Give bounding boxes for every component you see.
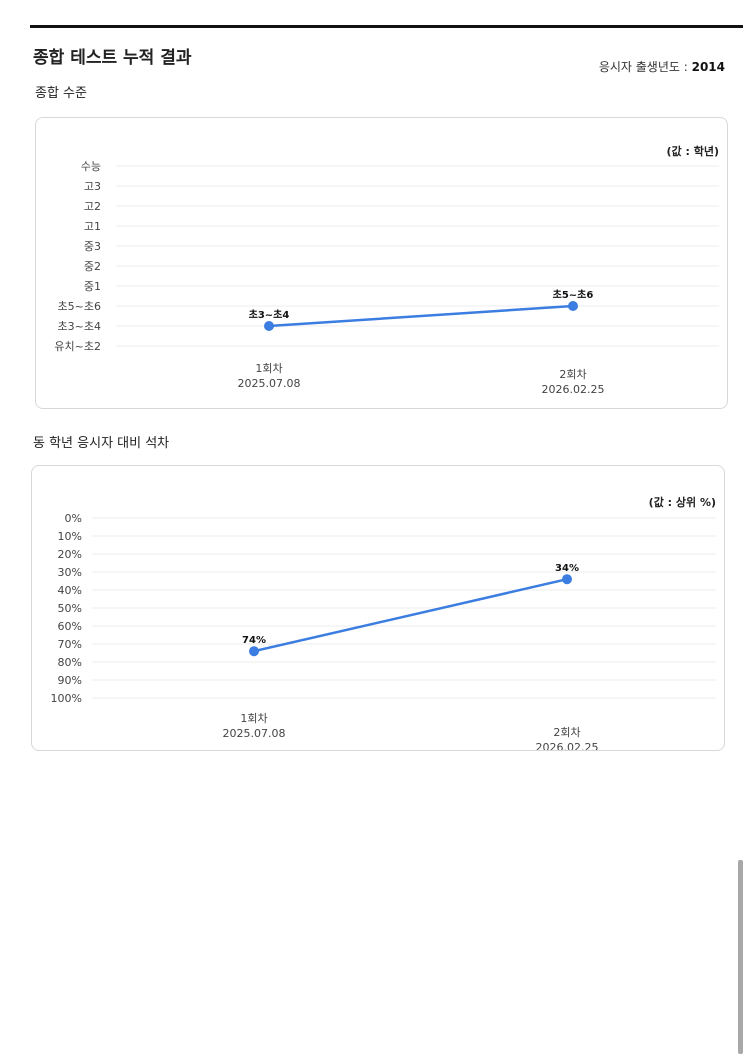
y-tick-label: 초5~초6 (58, 300, 101, 313)
chart2-svg: (값 : 상위 %) 0% 10% 20% 30% 40% 50% 60% 70% 80% 90% 1… (51, 495, 716, 750)
y-tick-label: 70% (58, 638, 82, 651)
y-tick-label: 40% (58, 584, 82, 597)
x-tick-date: 2025.07.08 (238, 377, 301, 390)
data-label: 34% (555, 563, 579, 574)
unit-note: (값 : 상위 %) (649, 495, 716, 509)
y-tick-label: 중2 (84, 260, 101, 273)
top-divider (30, 25, 743, 28)
y-tick-label: 초3~초4 (58, 320, 101, 333)
x-tick-label: 1회차 (255, 362, 282, 375)
y-tick-label: 50% (58, 602, 82, 615)
birth-year: 응시자 출생년도 : 2014 (599, 58, 725, 75)
page-title: 종합 테스트 누적 결과 (33, 48, 192, 68)
chart2-title: 동 학년 응시자 대비 석차 (33, 436, 170, 451)
x-tick-label: 2회차 (559, 368, 586, 381)
chart1-svg: (값 : 학년) 유치~초2 초3~초4 초5~초6 중1 중2 중3 고1 고2 고3 수능초3~… (54, 144, 719, 396)
data-label: 초5~초6 (553, 288, 594, 301)
y-tick-label: 고2 (84, 200, 101, 213)
y-tick-label: 100% (51, 692, 82, 705)
y-tick-label: 중3 (84, 240, 101, 253)
y-tick-label: 20% (58, 548, 82, 561)
data-label: 초3~초4 (249, 308, 290, 321)
birth-year-value: 2014 (691, 60, 725, 74)
x-tick-date: 2026.02.25 (536, 741, 599, 750)
x-tick-label: 2회차 (553, 726, 580, 739)
x-tick-date: 2026.02.25 (542, 383, 605, 396)
scrollbar[interactable] (738, 860, 743, 1054)
data-point (562, 574, 572, 585)
data-point (568, 301, 578, 311)
y-tick-label: 90% (58, 674, 82, 687)
y-tick-label: 80% (58, 656, 82, 669)
y-tick-label: 0% (65, 512, 82, 525)
data-label: 74% (242, 635, 266, 646)
y-tick-label: 수능 (81, 160, 101, 173)
y-tick-label: 고1 (84, 220, 101, 233)
series-line (268, 304, 574, 328)
series-line (253, 577, 568, 653)
y-tick-label: 중1 (84, 280, 101, 293)
x-tick-date: 2025.07.08 (223, 727, 286, 740)
unit-note: (값 : 학년) (667, 144, 719, 158)
birth-year-label: 응시자 출생년도 : (598, 60, 692, 74)
y-tick-label: 10% (58, 530, 82, 543)
y-tick-label: 60% (58, 620, 82, 633)
y-tick-label: 고3 (84, 180, 101, 193)
data-point (264, 321, 274, 331)
y-tick-label: 유치~초2 (54, 340, 101, 353)
data-point (249, 646, 259, 657)
chart1-title: 종합 수준 (35, 86, 87, 101)
y-tick-label: 30% (58, 566, 82, 579)
x-tick-label: 1회차 (240, 712, 267, 725)
chart2-card: (값 : 상위 %) 0% 10% 20% 30% 40% 50% 60% 70% 80% 90% 1… (31, 465, 725, 751)
